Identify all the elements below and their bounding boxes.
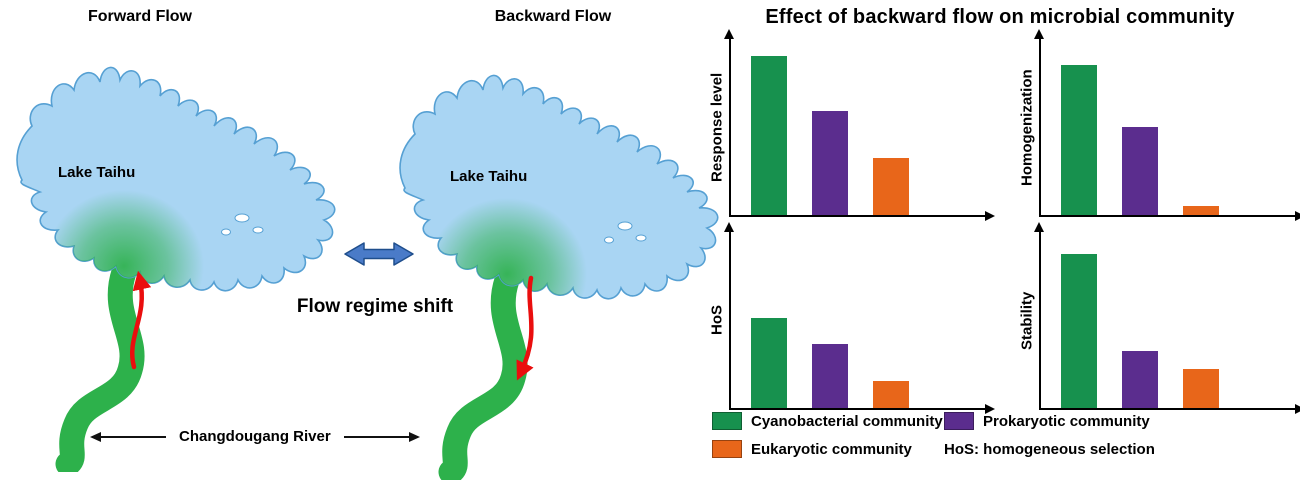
flow-shift-double-arrow-icon bbox=[344, 242, 414, 266]
lake-taihu-label-backward: Lake Taihu bbox=[450, 168, 528, 185]
legend-label: Eukaryotic community bbox=[751, 440, 912, 458]
bar-eukaryotic bbox=[1183, 206, 1219, 215]
bar-cyanobacterial bbox=[1061, 64, 1097, 215]
legend-item-cyanobacterial: Cyanobacterial community bbox=[712, 412, 944, 430]
backward-flow-arrow-icon bbox=[516, 275, 534, 381]
hos-definition: HoS: homogeneous selection bbox=[944, 440, 1155, 458]
bar-chart-hos: HoS bbox=[705, 222, 995, 415]
lake-taihu-shape bbox=[17, 67, 335, 464]
bar-eukaryotic bbox=[873, 381, 909, 408]
bar-prokaryotic bbox=[1122, 351, 1158, 408]
bar-eukaryotic bbox=[873, 158, 909, 215]
bar-chart-homogenization: Homogenization bbox=[1015, 29, 1300, 222]
lake-taihu-label-forward: Lake Taihu bbox=[58, 164, 136, 181]
y-axis-label: Homogenization bbox=[1018, 69, 1036, 186]
plot-area bbox=[1033, 29, 1300, 222]
backward-flow-map bbox=[385, 30, 735, 480]
charts-panel-title: Effect of backward flow on microbial com… bbox=[765, 6, 1235, 28]
plot-area bbox=[1033, 222, 1300, 415]
backward-flow-title: Backward Flow bbox=[494, 8, 612, 25]
bar-cyanobacterial bbox=[751, 55, 787, 215]
y-axis-arrow-icon bbox=[1033, 29, 1044, 39]
x-axis-arrow-icon bbox=[985, 404, 995, 415]
bar-prokaryotic bbox=[1122, 126, 1158, 215]
y-axis-label: Response level bbox=[708, 72, 726, 183]
plot-area bbox=[723, 29, 995, 222]
cyanobacterial-swatch-icon bbox=[712, 412, 742, 430]
y-axis-label: Stability bbox=[1018, 291, 1036, 350]
forward-flow-arrow-icon bbox=[130, 270, 152, 370]
charts-panel: Response level Homogenization HoS bbox=[705, 29, 1300, 415]
bar-cyanobacterial bbox=[1061, 254, 1097, 408]
bar-prokaryotic bbox=[812, 110, 848, 215]
legend-label: Prokaryotic community bbox=[983, 412, 1150, 430]
bar-chart-stability: Stability bbox=[1015, 222, 1300, 415]
bar-eukaryotic bbox=[1183, 369, 1219, 408]
plot-area bbox=[723, 222, 995, 415]
left-arrow-icon bbox=[90, 431, 166, 442]
forward-flow-title: Forward Flow bbox=[88, 8, 192, 25]
legend-item-eukaryotic: Eukaryotic community bbox=[712, 440, 944, 458]
y-axis-arrow-icon bbox=[1033, 222, 1044, 232]
x-axis-arrow-icon bbox=[1295, 404, 1300, 415]
legend: Cyanobacterial community Prokaryotic com… bbox=[712, 412, 1298, 458]
bar-chart-response-level: Response level bbox=[705, 29, 995, 222]
prokaryotic-swatch-icon bbox=[944, 412, 974, 430]
y-axis-label: HoS bbox=[708, 305, 726, 336]
legend-item-prokaryotic: Prokaryotic community bbox=[944, 412, 1298, 430]
x-axis-arrow-icon bbox=[985, 211, 995, 222]
bar-cyanobacterial bbox=[751, 317, 787, 408]
flow-regime-shift-label: Flow regime shift bbox=[296, 296, 454, 317]
legend-label: Cyanobacterial community bbox=[751, 412, 943, 430]
y-axis-arrow-icon bbox=[723, 222, 734, 232]
bar-prokaryotic bbox=[812, 344, 848, 408]
eukaryotic-swatch-icon bbox=[712, 440, 742, 458]
lake-taihu-shape bbox=[400, 75, 718, 472]
river-name-label: Changdougang River bbox=[179, 428, 331, 445]
y-axis-arrow-icon bbox=[723, 29, 734, 39]
forward-flow-map bbox=[2, 22, 352, 472]
right-arrow-icon bbox=[343, 431, 420, 442]
x-axis-arrow-icon bbox=[1295, 211, 1300, 222]
river-caption: Changdougang River bbox=[90, 428, 420, 445]
